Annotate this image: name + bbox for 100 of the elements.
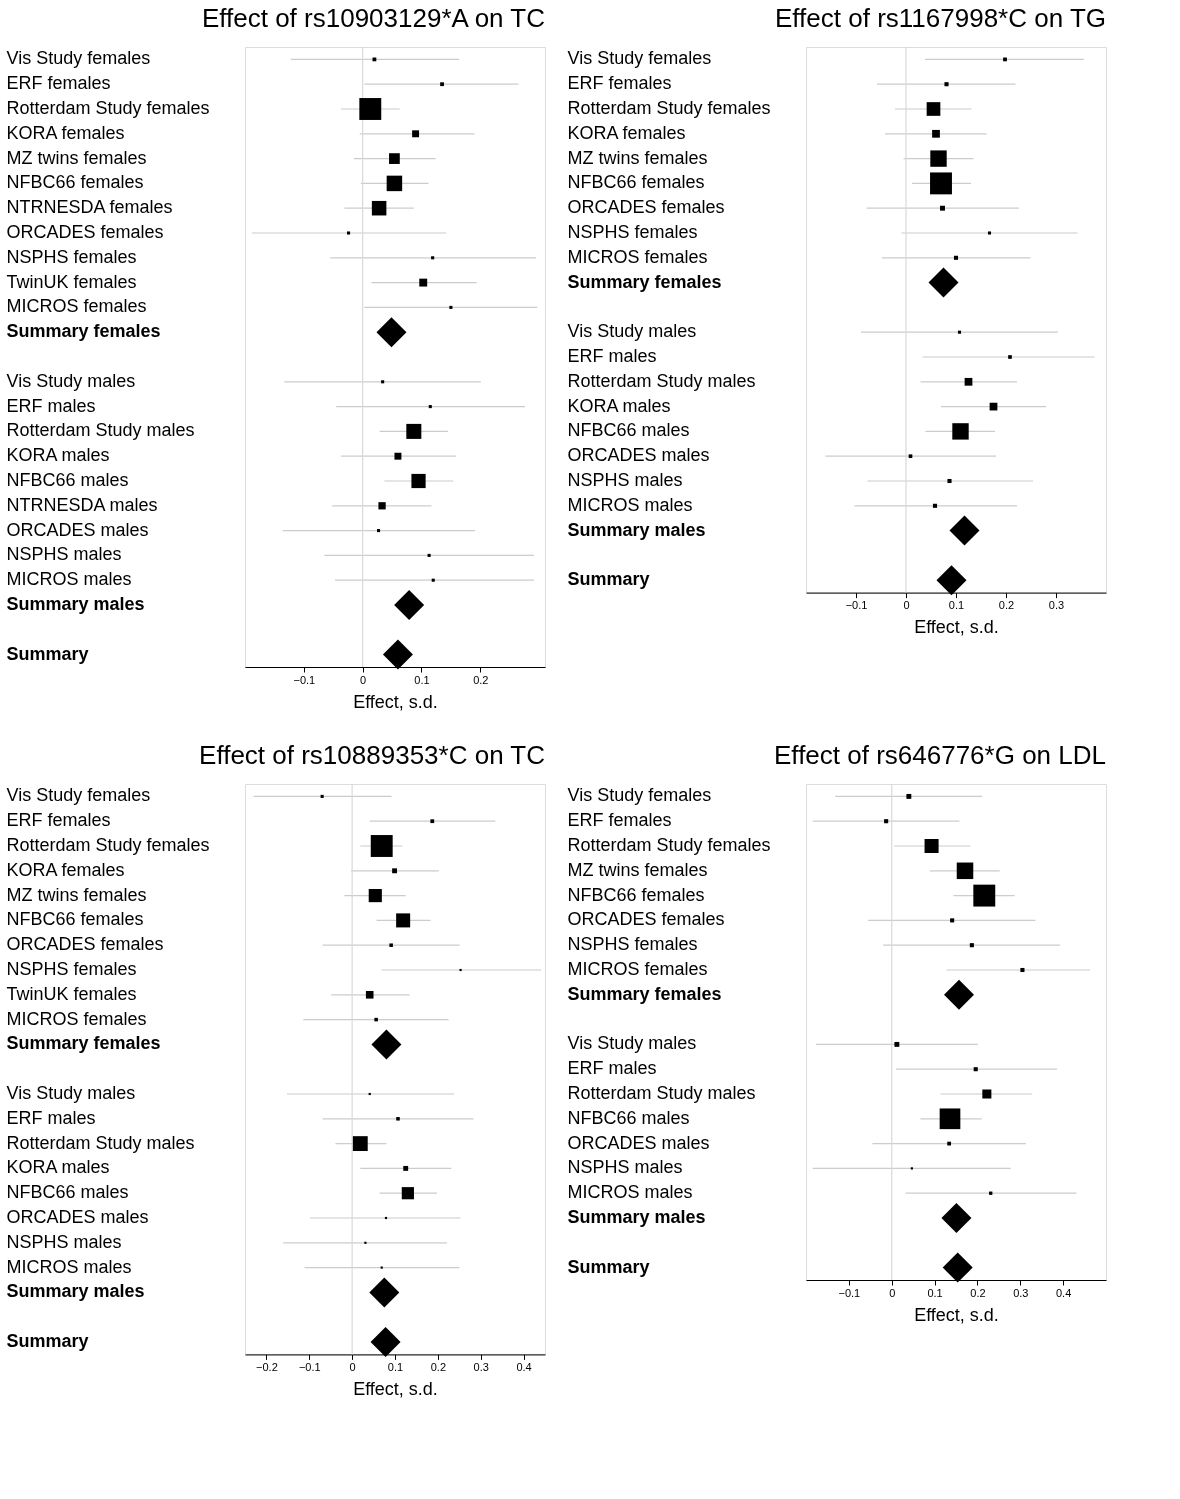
- y-tick-label: NFBC66 males: [567, 1107, 690, 1128]
- x-tick-label: 0.3: [1048, 599, 1065, 612]
- y-tick-label: Rotterdam Study females: [567, 98, 771, 118]
- y-tick-label: Vis Study males: [6, 370, 136, 391]
- y-tick-label: MICROS males: [567, 1182, 693, 1203]
- y-tick-label: Rotterdam Study females: [567, 835, 771, 855]
- y-tick-label: ORCADES males: [6, 1207, 149, 1227]
- y-tick-label: KORA females: [567, 122, 686, 143]
- chart-title: Effect of rs1167998*C on TG: [775, 3, 1106, 34]
- x-axis-title: Effect, s.d.: [914, 1304, 999, 1325]
- y-tick-label: Vis Study females: [567, 785, 712, 806]
- y-tick-label: Summary females: [6, 321, 161, 342]
- y-tick-label: ERF males: [567, 1058, 657, 1079]
- chart-title: Effect of rs646776*G on LDL: [774, 740, 1106, 771]
- y-tick-label: Vis Study females: [6, 785, 151, 806]
- y-tick-label: TwinUK females: [6, 983, 137, 1004]
- y-tick-label: NSPHS females: [567, 934, 698, 955]
- y-tick-label: MICROS males: [567, 494, 693, 515]
- y-tick-label: Vis Study females: [567, 48, 712, 69]
- y-tick-label: MICROS females: [6, 296, 147, 317]
- y-tick-label: ORCADES males: [6, 519, 149, 540]
- x-tick-label: 0.2: [998, 599, 1015, 612]
- y-tick-label: NFBC66 males: [567, 420, 690, 441]
- x-tick-label: 0.3: [473, 1360, 489, 1373]
- y-tick-label: ORCADES males: [567, 1132, 710, 1153]
- x-tick-label: 0.1: [387, 1360, 404, 1373]
- x-tick-label: 0.1: [414, 673, 430, 686]
- y-tick-label: Vis Study males: [567, 321, 697, 342]
- y-tick-label: Summary: [567, 569, 650, 590]
- y-tick-label: NSPHS females: [6, 959, 137, 979]
- x-tick-label: 0.1: [927, 1286, 943, 1299]
- y-tick-label: NFBC66 females: [6, 172, 144, 193]
- y-tick-label: ERF females: [567, 810, 672, 831]
- y-tick-label: Rotterdam Study females: [6, 98, 210, 118]
- y-tick-label: MZ twins females: [6, 884, 147, 905]
- y-tick-label: ERF females: [6, 73, 111, 94]
- x-tick-label: 0: [903, 599, 910, 612]
- y-tick-label: ERF females: [6, 810, 111, 831]
- y-tick-label: Vis Study males: [567, 1033, 697, 1054]
- y-tick-label: ORCADES females: [567, 909, 725, 930]
- x-tick-label: 0.4: [1055, 1286, 1072, 1299]
- x-tick-label: 0: [360, 673, 367, 686]
- y-tick-label: MZ twins females: [6, 147, 147, 168]
- y-tick-label: Summary males: [567, 1207, 706, 1227]
- y-tick-label: Summary females: [567, 271, 722, 292]
- y-tick-label: Rotterdam Study males: [567, 370, 756, 391]
- y-tick-label: KORA males: [6, 445, 110, 466]
- y-tick-label: NTRNESDA females: [6, 197, 173, 218]
- x-tick-label: −0.1: [845, 599, 868, 612]
- y-tick-label: Rotterdam Study males: [6, 420, 195, 441]
- y-tick-label: Summary: [6, 1331, 89, 1351]
- x-axis-title: Effect, s.d.: [914, 617, 999, 638]
- y-tick-label: Summary males: [6, 594, 145, 614]
- y-tick-label: MICROS males: [6, 1256, 132, 1277]
- y-tick-label: NSPHS males: [567, 470, 683, 490]
- x-tick-label: 0.2: [430, 1360, 447, 1373]
- y-tick-label: NTRNESDA males: [6, 494, 158, 515]
- y-tick-label: MICROS females: [567, 246, 708, 267]
- y-tick-label: NFBC66 males: [6, 470, 129, 490]
- y-tick-label: Rotterdam Study males: [567, 1083, 756, 1103]
- y-tick-label: MICROS males: [6, 569, 132, 590]
- y-tick-label: Summary females: [567, 983, 722, 1004]
- x-tick-label: 0: [349, 1360, 356, 1373]
- y-tick-label: NFBC66 females: [567, 172, 705, 193]
- x-tick-label: 0.1: [948, 599, 965, 612]
- x-axis-title: Effect, s.d.: [353, 691, 438, 712]
- chart-title: Effect of rs10889353*C on TC: [199, 740, 545, 771]
- y-tick-label: MICROS females: [6, 1008, 147, 1029]
- y-tick-label: Summary females: [6, 1033, 161, 1054]
- y-tick-label: ORCADES females: [6, 934, 164, 955]
- y-tick-label: NSPHS males: [6, 544, 122, 565]
- y-tick-label: ERF males: [567, 346, 657, 366]
- y-tick-label: TwinUK females: [6, 271, 137, 292]
- y-tick-label: ORCADES females: [567, 197, 725, 218]
- y-tick-label: Vis Study males: [6, 1083, 136, 1103]
- x-tick-label: 0.3: [1013, 1286, 1029, 1299]
- y-tick-label: KORA males: [6, 1157, 110, 1178]
- y-tick-label: ORCADES males: [567, 445, 710, 466]
- x-tick-label: 0: [889, 1286, 896, 1299]
- y-tick-label: MZ twins females: [567, 859, 708, 880]
- y-tick-label: Summary: [6, 643, 89, 664]
- y-tick-label: NFBC66 females: [567, 884, 705, 905]
- y-tick-label: MZ twins females: [567, 147, 708, 168]
- y-tick-label: Summary males: [567, 519, 706, 540]
- y-tick-label: ERF males: [6, 1107, 96, 1128]
- y-tick-label: ORCADES females: [6, 222, 164, 242]
- y-tick-label: NSPHS females: [567, 222, 698, 242]
- y-tick-label: Rotterdam Study males: [6, 1132, 195, 1153]
- y-tick-label: NFBC66 females: [6, 909, 144, 930]
- y-tick-label: NSPHS females: [6, 246, 137, 267]
- y-tick-label: KORA males: [567, 395, 671, 416]
- y-tick-label: NSPHS males: [567, 1157, 683, 1178]
- y-tick-label: ERF females: [567, 73, 672, 94]
- y-tick-label: NFBC66 males: [6, 1182, 129, 1203]
- y-tick-label: ERF males: [6, 395, 96, 416]
- y-tick-label: Vis Study females: [6, 48, 151, 69]
- chart-title: Effect of rs10903129*A on TC: [201, 3, 545, 34]
- x-tick-label: −0.1: [298, 1360, 321, 1373]
- x-tick-label: −0.1: [838, 1286, 861, 1299]
- x-tick-label: −0.2: [256, 1360, 278, 1373]
